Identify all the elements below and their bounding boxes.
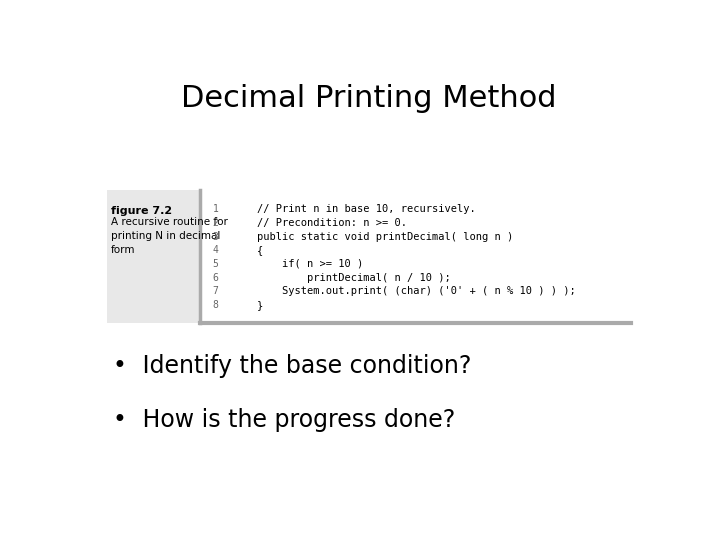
Text: // Precondition: n >= 0.: // Precondition: n >= 0. [233,218,408,228]
Text: How is the progress done?: How is the progress done? [135,408,455,432]
Text: Identify the base condition?: Identify the base condition? [135,354,471,378]
Text: printDecimal( n / 10 );: printDecimal( n / 10 ); [233,273,451,283]
Text: 1: 1 [212,204,218,214]
Text: 5: 5 [212,259,218,269]
Text: public static void printDecimal( long n ): public static void printDecimal( long n … [233,232,513,241]
Text: 3: 3 [212,232,218,241]
Text: }: } [233,300,264,310]
Text: {: { [233,245,264,255]
Text: System.out.print( (char) ('0' + ( n % 10 ) ) );: System.out.print( (char) ('0' + ( n % 10… [233,286,576,296]
Text: Decimal Printing Method: Decimal Printing Method [181,84,557,112]
FancyBboxPatch shape [107,190,631,322]
Text: 8: 8 [212,300,218,310]
Text: •: • [112,408,126,432]
FancyBboxPatch shape [107,190,199,322]
Text: // Print n in base 10, recursively.: // Print n in base 10, recursively. [233,204,476,214]
Text: 6: 6 [212,273,218,283]
Text: 4: 4 [212,245,218,255]
Text: 7: 7 [212,286,218,296]
Text: 2: 2 [212,218,218,228]
Text: figure 7.2: figure 7.2 [111,206,172,216]
Text: if( n >= 10 ): if( n >= 10 ) [233,259,364,269]
Text: A recursive routine for
printing N in decimal
form: A recursive routine for printing N in de… [111,217,228,254]
Text: •: • [112,354,126,378]
